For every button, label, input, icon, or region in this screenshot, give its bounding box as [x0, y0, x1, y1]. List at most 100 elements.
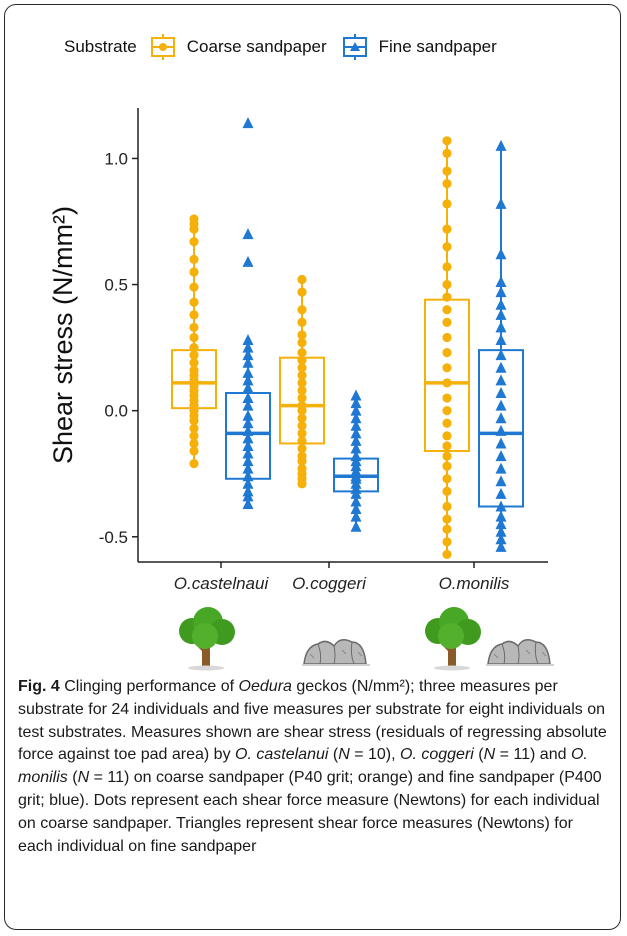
- data-point-coarse: [297, 428, 307, 438]
- data-point-coarse: [442, 431, 452, 441]
- caption-run: = 11) and: [495, 746, 571, 764]
- data-point-coarse: [442, 332, 452, 343]
- data-point-fine: [495, 308, 507, 320]
- caption-run: N: [77, 769, 90, 787]
- data-point-fine: [495, 374, 507, 386]
- data-point-coarse: [189, 343, 199, 353]
- data-point-coarse: [442, 486, 452, 496]
- data-point-fine: [495, 412, 507, 424]
- data-point-coarse: [442, 418, 452, 428]
- data-point-coarse: [442, 262, 452, 272]
- data-point-fine: [495, 334, 507, 346]
- y-tick-label: -0.5: [99, 528, 128, 547]
- data-point-coarse: [297, 479, 307, 489]
- tree-icon: [425, 607, 481, 671]
- data-point-coarse: [189, 310, 199, 320]
- caption-run: N: [483, 746, 496, 764]
- data-point-fine: [495, 462, 507, 474]
- data-point-coarse: [442, 148, 452, 158]
- data-point-coarse: [297, 305, 307, 315]
- data-point-coarse: [297, 330, 307, 340]
- data-point-fine: [242, 374, 254, 386]
- data-point-fine: [242, 470, 254, 482]
- data-point-coarse: [442, 363, 452, 373]
- data-point-fine: [495, 540, 507, 552]
- y-axis-label: Shear stress (N/mm²): [48, 206, 78, 464]
- data-point-fine: [242, 392, 254, 404]
- x-tick-label: O.monilis: [439, 574, 510, 593]
- data-point-fine: [242, 381, 254, 393]
- data-point-fine: [242, 117, 254, 129]
- data-point-coarse: [297, 421, 307, 431]
- data-point-fine: [350, 434, 362, 446]
- caption-run: Oedura: [238, 678, 292, 695]
- data-point-fine: [242, 439, 254, 451]
- figure-frame: [4, 4, 621, 930]
- caption-run: O. coggeri: [400, 746, 474, 764]
- data-point-fine: [495, 525, 507, 537]
- data-point-coarse: [189, 423, 199, 433]
- data-point-coarse: [297, 355, 307, 365]
- data-point-fine: [242, 399, 254, 411]
- data-point-fine: [242, 356, 254, 368]
- data-point-coarse: [189, 431, 199, 441]
- data-point-coarse: [297, 456, 307, 466]
- data-point-fine: [350, 442, 362, 454]
- data-point-coarse: [297, 337, 307, 348]
- data-point-coarse: [442, 348, 452, 358]
- data-point-coarse: [189, 332, 199, 343]
- data-point-fine: [242, 477, 254, 489]
- data-point-coarse: [189, 224, 199, 234]
- figure-label: Fig. 4: [18, 678, 60, 695]
- data-point-coarse: [442, 524, 452, 534]
- data-point-coarse: [297, 406, 307, 416]
- data-point-coarse: [442, 514, 452, 524]
- data-point-coarse: [189, 254, 199, 264]
- data-point-coarse: [189, 282, 199, 292]
- data-point-coarse: [297, 363, 307, 373]
- data-point-coarse: [297, 443, 307, 454]
- data-point-fine: [495, 450, 507, 462]
- data-point-coarse: [189, 416, 199, 426]
- caption-run: N: [338, 746, 350, 764]
- caption-run: (: [67, 769, 78, 787]
- data-point-fine: [350, 520, 362, 532]
- data-point-coarse: [442, 441, 452, 451]
- data-point-coarse: [442, 406, 452, 416]
- data-point-fine: [495, 475, 507, 487]
- data-point-fine: [495, 424, 507, 436]
- y-tick-label: 1.0: [104, 149, 128, 168]
- y-tick-label: 0.5: [104, 276, 128, 295]
- x-tick-label: O.castelnaui: [174, 574, 270, 593]
- data-point-coarse: [297, 274, 307, 285]
- data-point-coarse: [297, 348, 307, 358]
- data-point-coarse: [189, 350, 199, 360]
- data-point-coarse: [189, 267, 199, 277]
- data-point-fine: [242, 447, 254, 459]
- data-point-coarse: [297, 385, 307, 396]
- data-point-fine: [350, 427, 362, 439]
- data-point-fine: [495, 361, 507, 373]
- data-point-fine: [350, 495, 362, 507]
- data-point-fine: [350, 503, 362, 515]
- data-point-fine: [242, 334, 254, 346]
- data-point-fine: [350, 397, 362, 409]
- data-point-coarse: [442, 279, 452, 290]
- data-point-fine: [495, 533, 507, 545]
- data-point-fine: [495, 298, 507, 310]
- data-point-fine: [495, 510, 507, 522]
- data-point-coarse: [297, 317, 307, 327]
- caption-run: geckos (N/mm²); three measures per subst…: [18, 678, 607, 764]
- y-tick-label: 0.0: [104, 402, 128, 421]
- data-point-fine: [495, 286, 507, 298]
- data-point-coarse: [189, 297, 199, 307]
- legend-title: Substrate: [64, 37, 137, 56]
- data-point-coarse: [442, 136, 452, 146]
- data-point-coarse: [442, 549, 452, 560]
- data-point-coarse: [442, 451, 452, 461]
- legend-key-fine: [342, 34, 367, 60]
- data-point-fine: [242, 432, 254, 444]
- data-point-fine: [242, 462, 254, 474]
- data-point-fine: [495, 437, 507, 449]
- data-point-coarse: [297, 287, 307, 297]
